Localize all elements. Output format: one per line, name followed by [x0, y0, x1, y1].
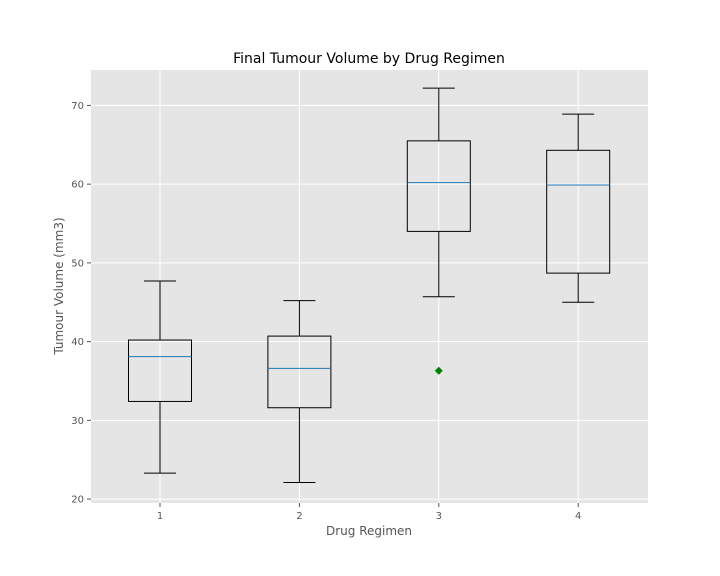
box-2 — [267, 300, 332, 484]
y-axis-label: Tumour Volume (mm3) — [52, 217, 66, 355]
x-tick-label: 3 — [436, 511, 442, 522]
x-axis-label: Drug Regimen — [326, 524, 412, 538]
plot-area — [91, 70, 648, 503]
y-tick-label: 40 — [71, 337, 84, 348]
box-3 — [406, 87, 471, 375]
iqr-box — [406, 140, 471, 232]
y-tick-label: 30 — [71, 416, 84, 427]
outlier-point — [434, 366, 443, 375]
x-tick-label: 1 — [157, 511, 163, 522]
y-tick-label: 50 — [71, 258, 84, 269]
boxes — [128, 87, 611, 484]
chart-title: Final Tumour Volume by Drug Regimen — [233, 51, 505, 67]
iqr-box — [267, 335, 332, 409]
box-4 — [546, 113, 611, 303]
tick-labels: 20 30 40 50 60 70 1 2 3 4 — [71, 101, 581, 522]
x-tick-label: 2 — [296, 511, 302, 522]
y-tick-label: 60 — [71, 180, 84, 191]
x-tick-label: 4 — [575, 511, 581, 522]
y-tick-label: 20 — [71, 495, 84, 506]
box-1 — [128, 280, 192, 474]
iqr-box — [546, 149, 611, 274]
iqr-box — [128, 339, 192, 402]
y-tick-label: 70 — [71, 101, 84, 112]
